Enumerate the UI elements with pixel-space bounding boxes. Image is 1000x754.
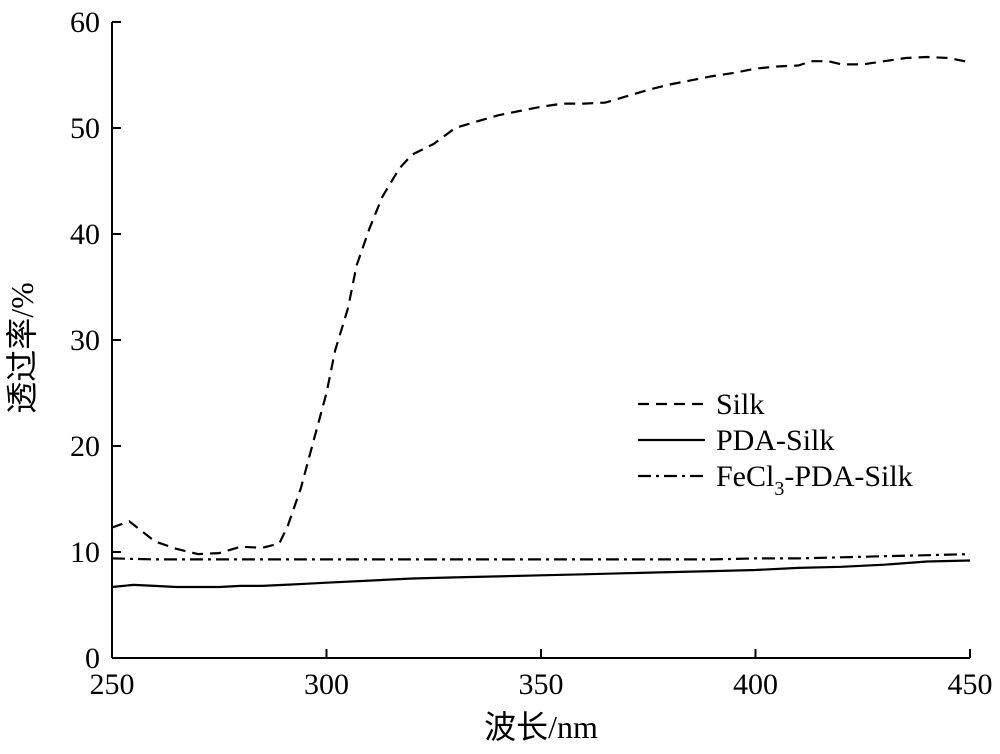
legend-label: FeCl3-PDA-Silk <box>716 460 913 500</box>
legend-label: PDA-Silk <box>716 424 834 457</box>
y-tick-label: 10 <box>70 536 100 569</box>
x-tick-label: 400 <box>733 668 778 701</box>
x-tick-label: 250 <box>90 668 135 701</box>
x-tick-label: 300 <box>304 668 349 701</box>
y-tick-label: 40 <box>70 218 100 251</box>
legend-label: Silk <box>716 388 764 421</box>
y-tick-label: 50 <box>70 112 100 145</box>
y-tick-label: 0 <box>85 642 100 675</box>
axes <box>111 22 970 659</box>
ticks: 250 300 350 400 450 0 10 20 30 40 50 60 <box>70 6 993 701</box>
series-line-silk <box>111 55 971 556</box>
series-line-pda-silk <box>111 559 971 589</box>
y-tick-label: 20 <box>70 430 100 463</box>
y-tick-label: 60 <box>70 6 100 39</box>
series-line-fecl3-pda-silk <box>111 553 971 561</box>
y-axis-title: 透过率/% <box>4 282 40 414</box>
x-tick-label: 450 <box>948 668 993 701</box>
x-axis-title: 波长/nm <box>484 709 598 745</box>
x-tick-label: 350 <box>519 668 564 701</box>
y-tick-label: 30 <box>70 324 100 357</box>
series-layer <box>111 55 971 589</box>
